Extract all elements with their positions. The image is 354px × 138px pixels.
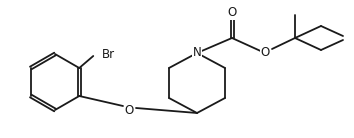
Text: O: O — [261, 47, 270, 59]
Text: O: O — [227, 6, 236, 19]
Text: O: O — [124, 104, 133, 116]
Text: N: N — [193, 47, 201, 59]
Text: Br: Br — [102, 48, 115, 62]
